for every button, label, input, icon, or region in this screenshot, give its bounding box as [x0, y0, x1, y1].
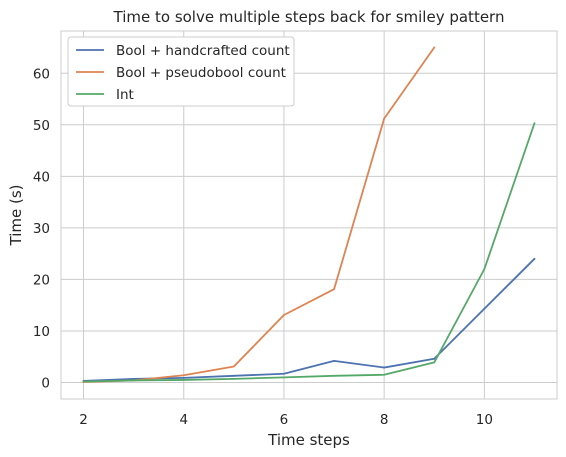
- data-point: [182, 376, 185, 379]
- y-tick-label: 40: [33, 169, 50, 185]
- data-point: [232, 374, 235, 377]
- data-point: [383, 117, 386, 120]
- data-point: [383, 366, 386, 369]
- x-tick-label: 2: [79, 412, 88, 428]
- legend: Bool + handcrafted count Bool + pseudoboo…: [67, 36, 295, 107]
- data-point: [433, 46, 436, 49]
- data-point: [333, 359, 335, 362]
- x-tick-label: 10: [476, 412, 493, 428]
- x-axis-label: Time steps: [267, 431, 350, 449]
- x-tick-label: 8: [380, 412, 389, 428]
- x-tick-label: 6: [280, 412, 289, 428]
- data-point: [433, 361, 436, 364]
- y-tick-label: 60: [33, 66, 50, 82]
- data-point: [132, 377, 135, 380]
- data-point: [333, 374, 335, 377]
- y-tick-label: 20: [33, 272, 50, 288]
- data-point: [383, 373, 386, 376]
- data-point: [283, 376, 285, 379]
- data-point: [433, 357, 436, 360]
- data-point: [333, 288, 335, 291]
- legend-label: Bool + handcrafted count: [116, 43, 290, 59]
- y-tick-label: 50: [33, 118, 50, 134]
- data-point: [232, 377, 235, 380]
- series-line-3: [82, 122, 536, 383]
- tick-labels: 2 4 6 8 10 0 10 20 30 40 50 60: [33, 66, 493, 428]
- data-point: [182, 379, 185, 381]
- data-point: [232, 365, 235, 368]
- data-point: [483, 307, 486, 310]
- chart-title: Time to solve multiple steps back for sm…: [113, 8, 505, 26]
- legend-label: Int: [116, 87, 134, 103]
- y-tick-label: 0: [41, 376, 50, 392]
- data-point: [82, 380, 85, 383]
- y-tick-label: 30: [33, 221, 50, 237]
- data-point: [533, 122, 536, 125]
- data-point: [483, 268, 486, 271]
- legend-box: [67, 36, 295, 107]
- data-point: [182, 374, 185, 377]
- y-axis-label: Time (s): [7, 185, 25, 247]
- data-point: [533, 257, 536, 260]
- plot-frame: [60, 30, 558, 400]
- series-line-1: [82, 257, 536, 382]
- data-point: [283, 314, 285, 316]
- series-layer: [82, 46, 536, 383]
- data-point: [283, 372, 285, 375]
- y-tick-label: 10: [33, 324, 50, 340]
- legend-label: Bool + pseudobool count: [116, 65, 286, 81]
- x-tick-label: 4: [179, 412, 188, 428]
- data-point: [132, 379, 135, 382]
